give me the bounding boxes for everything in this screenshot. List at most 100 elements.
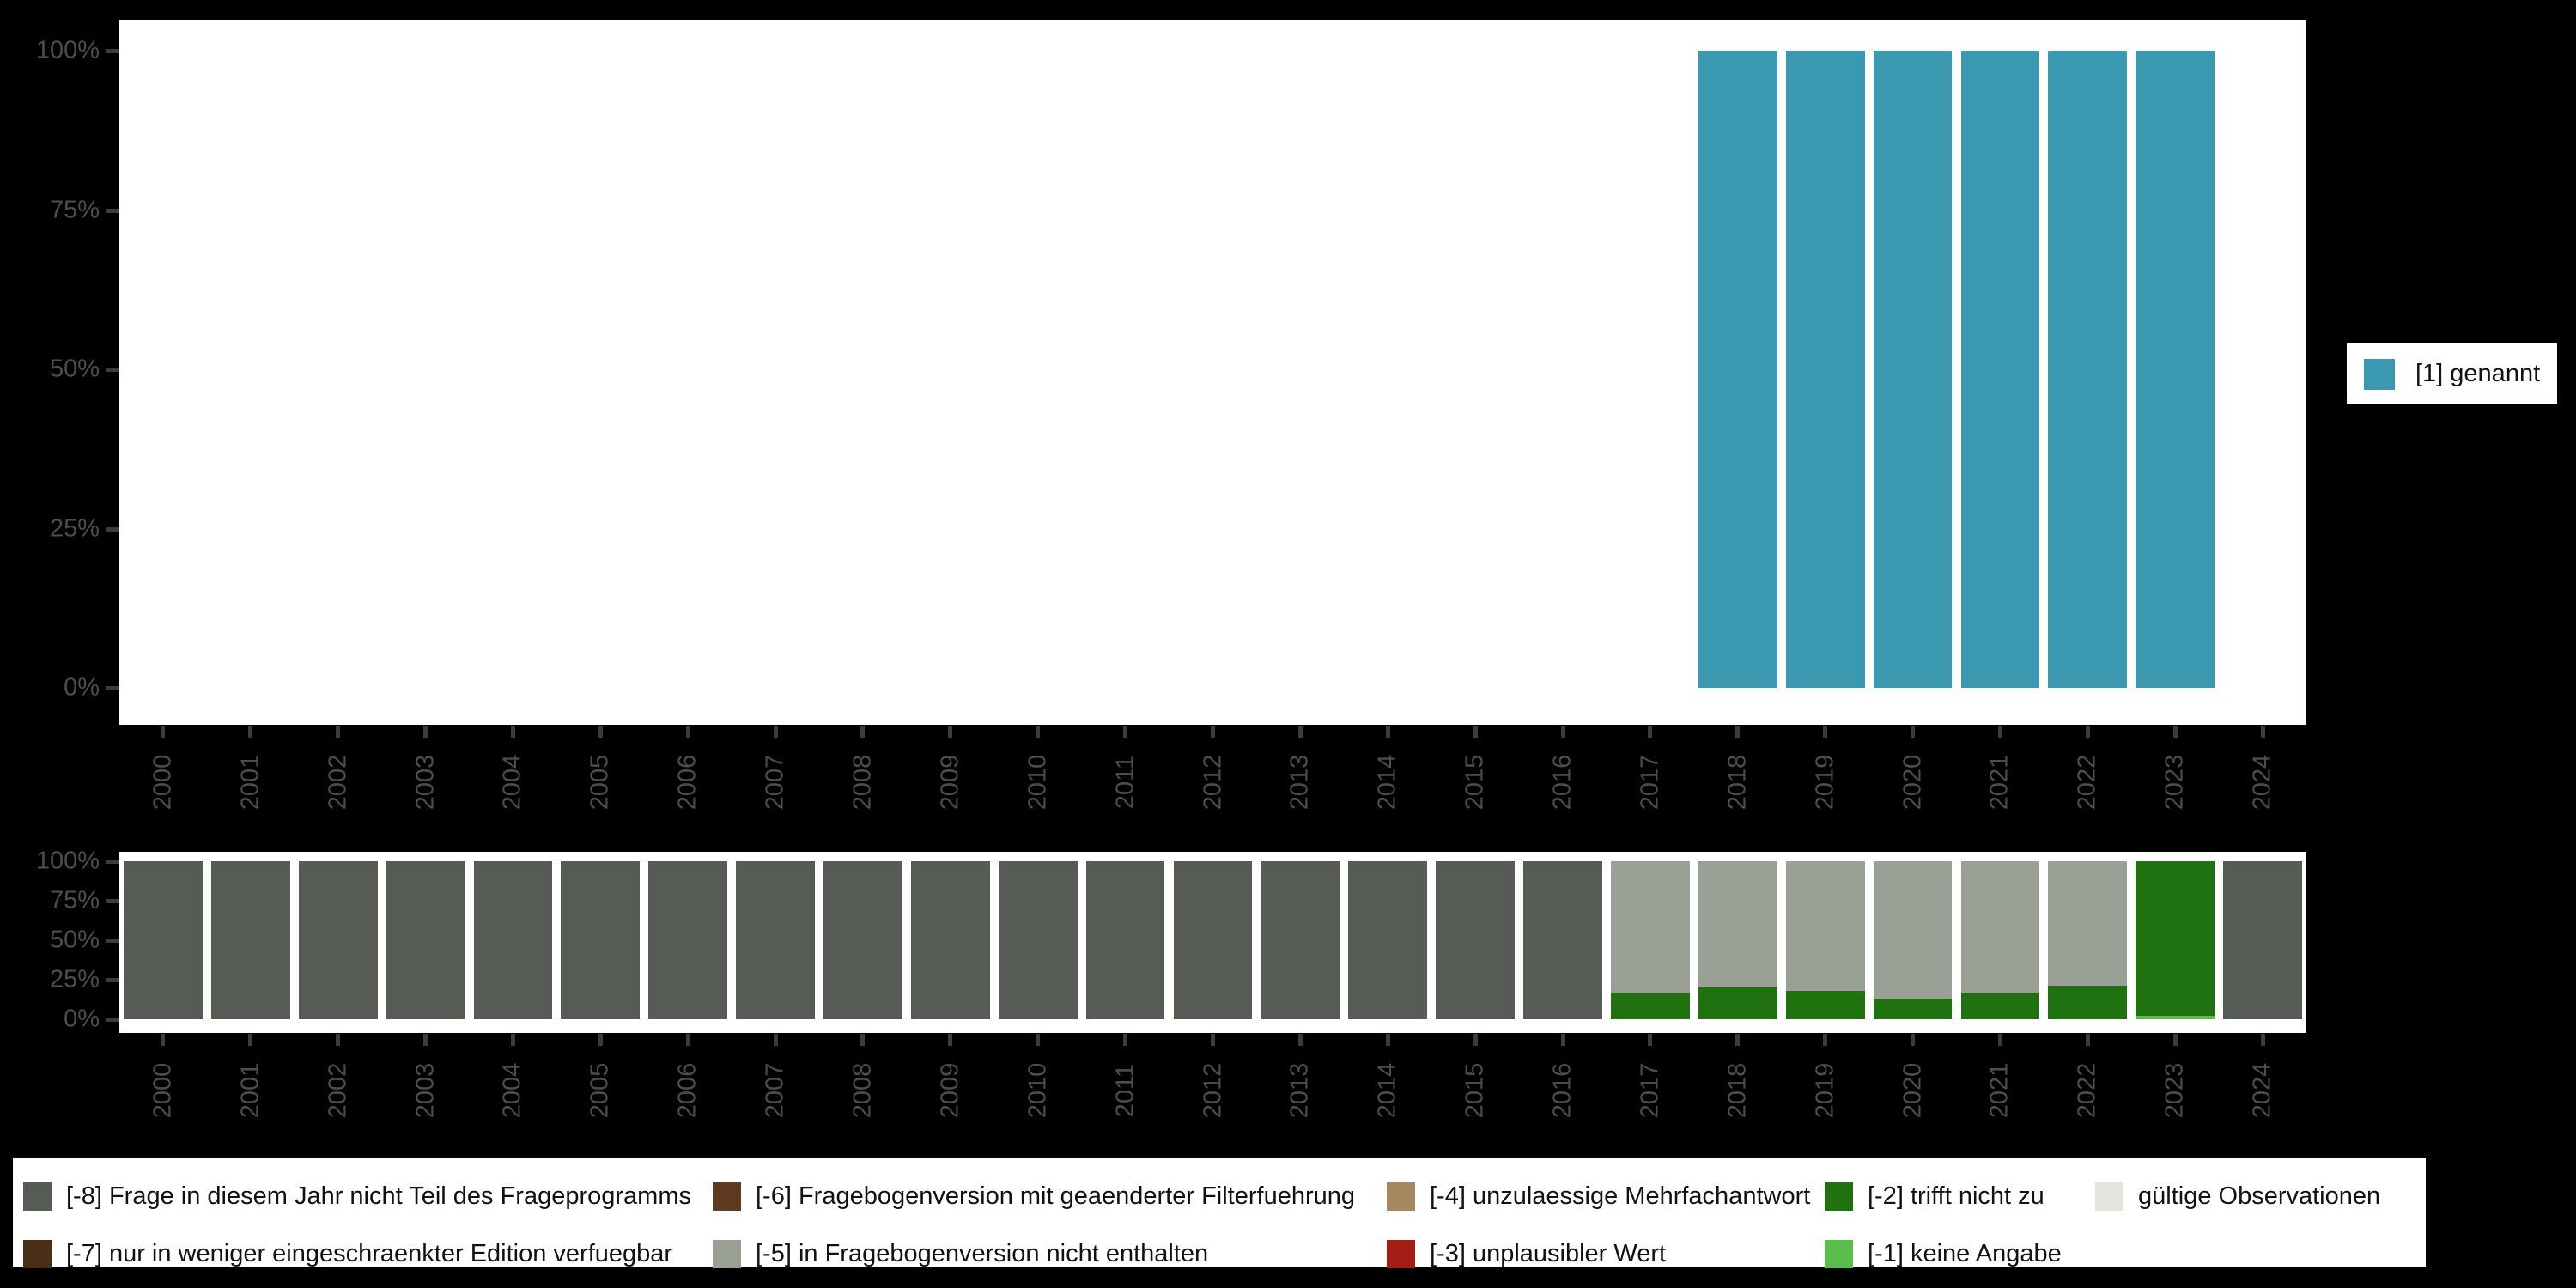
bar-segment-2022 — [2048, 51, 2128, 688]
bar-segment-2021 — [1960, 861, 2040, 993]
x-axis-tick-mark — [248, 726, 253, 738]
x-axis-tick-mark — [1560, 726, 1565, 738]
x-axis-tick-mark — [2172, 1034, 2178, 1046]
x-axis-tick-mark — [248, 1034, 253, 1046]
x-axis-tick-mark — [423, 726, 428, 738]
x-axis-tick-mark — [598, 1034, 603, 1046]
x-axis-tick-mark — [1123, 1034, 1128, 1046]
legend-item-label: [-7] nur in weniger eingeschraenkter Edi… — [66, 1240, 673, 1267]
x-axis-year-label: 2014 — [1373, 754, 1401, 811]
x-axis-tick-mark — [948, 1034, 953, 1046]
bar-segment-2019 — [1785, 990, 1865, 1019]
bar-segment-2021 — [1960, 992, 2040, 1019]
x-axis-tick-mark — [336, 726, 341, 738]
x-axis-tick-mark — [1911, 1034, 1916, 1046]
bar-segment-2011 — [1085, 861, 1165, 1019]
legend-swatch — [713, 1240, 741, 1268]
x-axis-year-label: 2009 — [936, 1062, 964, 1119]
legend-item: [-6] Fragebogenversion mit geaenderter F… — [713, 1182, 1355, 1211]
bar-segment-2020 — [1873, 861, 1953, 999]
bar-segment-2009 — [911, 861, 990, 1019]
x-axis-tick-mark — [598, 726, 603, 738]
x-axis-tick-mark — [1036, 726, 1041, 738]
x-axis-tick-mark — [161, 1034, 166, 1046]
x-axis-tick-mark — [860, 726, 866, 738]
y-axis-tick-label: 75% — [49, 886, 100, 914]
genannt-legend-label: [1] genannt — [2415, 360, 2541, 387]
legend-swatch — [23, 1182, 52, 1211]
bar-segment-2003 — [386, 861, 465, 1019]
y-axis-tick-label: 75% — [49, 196, 100, 223]
x-axis-year-label: 2021 — [1985, 1062, 2014, 1119]
bar-segment-2006 — [648, 861, 728, 1019]
x-axis-tick-mark — [1211, 1034, 1215, 1046]
x-axis-year-label: 2018 — [1723, 754, 1752, 811]
x-axis-year-label: 2023 — [2160, 1062, 2189, 1119]
bar-segment-2018 — [1698, 987, 1777, 1019]
x-axis-year-label: 2000 — [149, 1062, 177, 1119]
x-axis-tick-mark — [423, 1034, 428, 1046]
legend-item-label: [-8] Frage in diesem Jahr nicht Teil des… — [66, 1182, 691, 1210]
bar-segment-2021 — [1960, 51, 2040, 688]
y-axis-tick-mark — [106, 368, 119, 372]
legend-swatch — [1825, 1182, 1853, 1211]
x-axis-tick-mark — [1036, 1034, 1041, 1046]
bar-segment-2018 — [1698, 861, 1777, 988]
x-axis-year-label: 2019 — [1811, 754, 1839, 811]
legend-swatch — [1825, 1240, 1853, 1268]
bar-segment-2023 — [2136, 1016, 2215, 1019]
x-axis-year-label: 2013 — [1285, 754, 1314, 811]
legend-item-label: [-6] Fragebogenversion mit geaenderter F… — [756, 1182, 1355, 1210]
x-axis-year-label: 2004 — [498, 754, 526, 811]
y-axis-tick-label: 25% — [49, 965, 100, 993]
x-axis-tick-mark — [1823, 1034, 1828, 1046]
bar-segment-2020 — [1873, 999, 1953, 1019]
x-axis-tick-mark — [1823, 726, 1828, 738]
x-axis-tick-mark — [161, 726, 166, 738]
x-axis-year-label: 2006 — [673, 754, 702, 811]
legend-bottom: [-8] Frage in diesem Jahr nicht Teil des… — [13, 1158, 2426, 1268]
bar-segment-2017 — [1611, 861, 1690, 993]
bar-segment-2013 — [1261, 861, 1340, 1019]
x-axis-tick-mark — [1297, 726, 1303, 738]
bar-segment-2001 — [210, 861, 290, 1019]
x-axis-tick-mark — [510, 726, 515, 738]
x-axis-year-label: 2020 — [1899, 1062, 1927, 1119]
y-axis-tick-mark — [106, 860, 119, 864]
x-axis-year-label: 2023 — [2160, 754, 2189, 811]
x-axis-year-label: 2022 — [2073, 754, 2101, 811]
x-axis-year-label: 2008 — [848, 1062, 877, 1119]
x-axis-tick-mark — [773, 726, 778, 738]
x-axis-year-label: 2012 — [1199, 1062, 1226, 1119]
y-axis-tick-label: 0% — [64, 1005, 100, 1033]
bar-segment-2005 — [561, 861, 641, 1019]
x-axis-tick-mark — [860, 1034, 866, 1046]
bar-segment-2024 — [2223, 861, 2302, 1019]
x-axis-year-label: 2001 — [236, 754, 264, 811]
x-axis-tick-mark — [1385, 1034, 1390, 1046]
x-axis-year-label: 2021 — [1985, 754, 2014, 811]
x-axis-year-label: 2009 — [936, 754, 964, 811]
legend-item: [-8] Frage in diesem Jahr nicht Teil des… — [23, 1182, 691, 1211]
bar-segment-2008 — [823, 861, 902, 1019]
x-axis-tick-mark — [1735, 1034, 1741, 1046]
x-axis-tick-mark — [1648, 726, 1653, 738]
legend-item: [-4] unzulaessige Mehrfachantwort — [1387, 1182, 1810, 1211]
x-axis-year-label: 2014 — [1373, 1062, 1401, 1119]
x-axis-tick-mark — [948, 726, 953, 738]
bar-segment-2010 — [998, 861, 1078, 1019]
x-axis-year-label: 2007 — [761, 754, 789, 811]
x-axis-tick-mark — [2085, 726, 2090, 738]
x-axis-year-label: 2017 — [1636, 1062, 1664, 1119]
genannt-legend-swatch — [2364, 358, 2395, 390]
bar-segment-2012 — [1173, 861, 1253, 1019]
x-axis-year-label: 2012 — [1199, 754, 1226, 811]
bar-segment-2014 — [1348, 861, 1428, 1019]
x-axis-year-label: 2013 — [1285, 1062, 1314, 1119]
x-axis-tick-mark — [1123, 726, 1128, 738]
y-axis-tick-label: 100% — [35, 36, 100, 64]
x-axis-year-label: 2000 — [149, 754, 177, 811]
y-axis-tick-label: 50% — [49, 355, 100, 383]
y-axis-tick-mark — [106, 208, 119, 213]
